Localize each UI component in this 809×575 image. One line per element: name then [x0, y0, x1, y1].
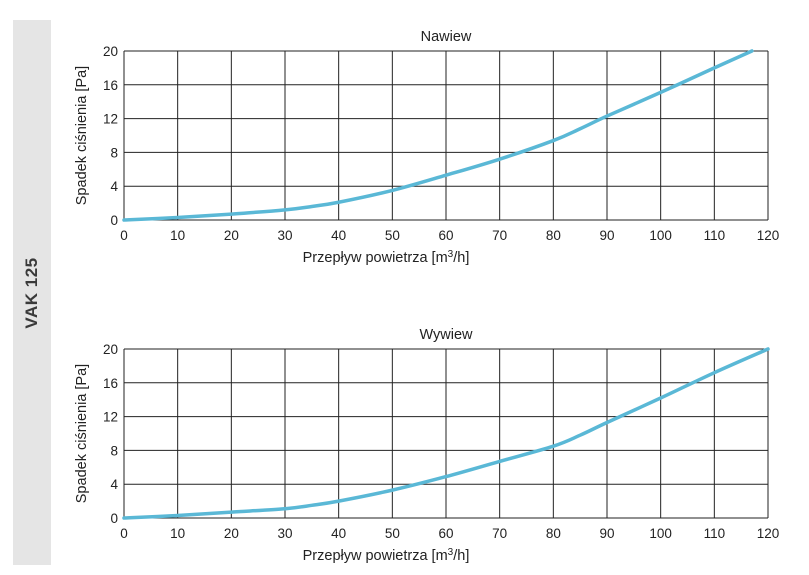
chart-2: 0 10 20 30 40 50 60 70 80 90 100 110 120 0 4 8 12 16 20 Wyw…: [74, 327, 779, 564]
x-tick-label: 30: [277, 526, 292, 541]
y-axis-label: Spadek ciśnienia [Pa]: [74, 364, 90, 503]
series-line: [122, 347, 770, 520]
x-tick-label: 20: [224, 228, 239, 243]
x-tick-label: 20: [224, 526, 239, 541]
y-tick-label: 20: [103, 342, 118, 357]
x-tick-label: 110: [704, 228, 726, 243]
x-tick-label: 0: [120, 228, 128, 243]
y-tick-label: 20: [103, 44, 118, 59]
chart-1: 0 10 20 30 40 50 60 70 80 90 100 110 120 0 4 8 12 16 20 Naw…: [74, 29, 779, 266]
y-tick-label: 0: [110, 213, 118, 228]
x-tick-label: 60: [438, 228, 453, 243]
x-tick-label: 40: [331, 228, 346, 243]
x-tick-label: 100: [649, 228, 672, 243]
x-tick-label: 50: [385, 526, 400, 541]
y-axis-label: Spadek ciśnienia [Pa]: [74, 66, 90, 205]
x-tick-label: 90: [599, 526, 614, 541]
chart-title: Nawiew: [421, 29, 472, 45]
y-tick-label: 16: [103, 78, 118, 93]
x-tick-label: 100: [649, 526, 672, 541]
x-tick-label: 70: [492, 526, 507, 541]
x-tick-label: 80: [546, 526, 561, 541]
y-tick-label: 4: [110, 179, 118, 194]
x-tick-label: 70: [492, 228, 507, 243]
y-tick-label: 16: [103, 376, 118, 391]
x-tick-label: 10: [170, 228, 185, 243]
x-tick-label: 0: [120, 526, 128, 541]
x-tick-label: 60: [438, 526, 453, 541]
x-tick-label: 110: [704, 526, 726, 541]
x-tick-label: 120: [757, 526, 780, 541]
series-line: [122, 49, 754, 222]
x-tick-label: 80: [546, 228, 561, 243]
x-tick-label: 120: [757, 228, 780, 243]
x-tick-label: 90: [599, 228, 614, 243]
x-tick-label: 10: [170, 526, 185, 541]
chart-title: Wywiew: [419, 327, 473, 343]
y-tick-label: 8: [110, 145, 118, 160]
y-tick-label: 12: [103, 112, 118, 127]
x-tick-label: 30: [277, 228, 292, 243]
y-tick-label: 0: [110, 511, 118, 526]
y-tick-label: 4: [110, 477, 118, 492]
y-tick-label: 8: [110, 443, 118, 458]
x-tick-label: 50: [385, 228, 400, 243]
x-tick-label: 40: [331, 526, 346, 541]
x-axis-label: Przepływ powietrza [m3/h]: [303, 547, 470, 564]
x-axis-label: Przepływ powietrza [m3/h]: [303, 249, 470, 266]
y-tick-label: 12: [103, 410, 118, 425]
side-tab: VAK 125: [13, 20, 51, 565]
